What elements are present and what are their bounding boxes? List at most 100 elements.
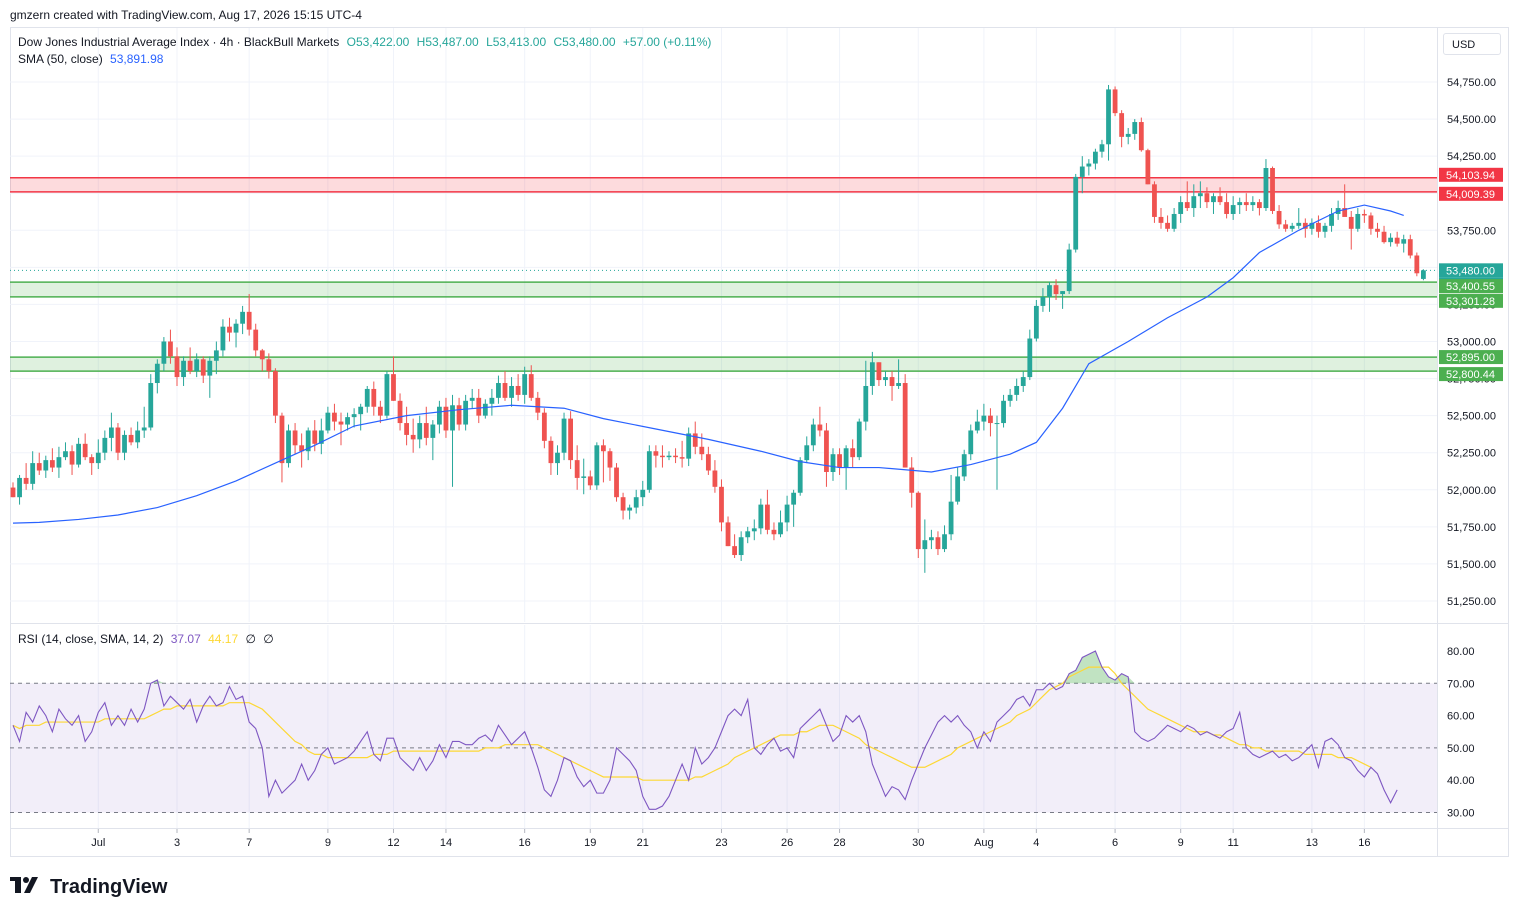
currency-selector[interactable]: USD xyxy=(1443,33,1501,55)
rsi-tick-label: 40.00 xyxy=(1447,775,1475,787)
candle-body xyxy=(1375,228,1380,232)
candle-body xyxy=(305,430,311,452)
rsi-tick-label: 50.00 xyxy=(1447,743,1475,755)
candle-body xyxy=(935,537,941,550)
candle-body xyxy=(1007,394,1013,401)
candle-body xyxy=(227,326,232,333)
support-level-label-bg xyxy=(1439,350,1503,365)
candle-body xyxy=(1230,205,1236,214)
candle-body xyxy=(168,341,173,357)
candle-body xyxy=(286,430,291,464)
candle-body xyxy=(1112,89,1118,114)
rsi-legend[interactable]: RSI (14, close, SMA, 14, 2) 37.07 44.17 … xyxy=(18,632,278,646)
candle-body xyxy=(948,501,954,535)
candle-body xyxy=(345,417,350,425)
candle-body xyxy=(200,359,206,376)
price-tick-label: 52,000.00 xyxy=(1447,485,1496,497)
candle-body xyxy=(443,406,449,431)
time-tick-label: 21 xyxy=(637,837,649,849)
chart-frame xyxy=(10,27,1509,857)
candle-body xyxy=(391,374,396,401)
price-tick-label: 53,750.00 xyxy=(1447,225,1496,237)
candle-body xyxy=(1302,222,1308,229)
candle-body xyxy=(968,430,974,455)
candle-body xyxy=(725,522,731,547)
candle-body xyxy=(240,311,245,324)
candle-body xyxy=(76,443,81,465)
candle-body xyxy=(1132,122,1138,134)
time-tick-label: 11 xyxy=(1227,837,1238,849)
price-tick-label: 52,500.00 xyxy=(1447,411,1496,423)
candle-body xyxy=(653,451,659,456)
candle-body xyxy=(1014,385,1020,395)
sma-line xyxy=(12,204,1404,524)
candle-body xyxy=(1178,202,1184,214)
price-legend: Dow Jones Industrial Average Index · 4h … xyxy=(18,35,715,49)
candle-body xyxy=(974,421,980,431)
rsi-sma-value: 44.17 xyxy=(208,632,239,646)
candle-body xyxy=(1421,270,1426,279)
candle-body xyxy=(371,388,377,407)
candle-body xyxy=(1145,150,1151,185)
candle-body xyxy=(476,397,482,416)
candle-body xyxy=(528,374,534,398)
candle-body xyxy=(384,374,390,416)
candle-body xyxy=(1001,400,1006,424)
candle-body xyxy=(1401,239,1407,244)
candle-body xyxy=(561,418,567,453)
candle-body xyxy=(568,418,573,461)
ohlc-change: +57.00 (+0.11%) xyxy=(622,35,712,49)
candle-body xyxy=(640,489,646,498)
time-tick-label: Jul xyxy=(91,837,105,849)
candle-body xyxy=(351,414,357,418)
candle-body xyxy=(607,451,613,468)
candle-body xyxy=(187,360,193,372)
resistance-level-label-bg xyxy=(1439,186,1503,201)
candle-body xyxy=(876,362,882,381)
candle-body xyxy=(292,430,298,446)
candle-body xyxy=(1414,255,1420,274)
candle-body xyxy=(856,421,862,458)
price-tick-label: 54,750.00 xyxy=(1447,77,1496,89)
tradingview-logo[interactable]: TradingView xyxy=(10,876,167,899)
candle-body xyxy=(509,385,514,398)
candle-body xyxy=(869,362,875,386)
support-level-label: 52,895.00 xyxy=(1446,352,1495,364)
candle-body xyxy=(410,434,416,440)
candle-body xyxy=(627,507,633,511)
candle-body xyxy=(810,424,816,446)
sma-legend[interactable]: SMA (50, close) 53,891.98 xyxy=(18,52,167,66)
candle-body xyxy=(751,528,757,532)
rsi-tick-label: 70.00 xyxy=(1447,678,1475,690)
candle-body xyxy=(332,412,337,422)
candle-body xyxy=(1342,208,1348,217)
rsi-label: RSI (14, close, SMA, 14, 2) xyxy=(18,632,164,646)
candle-body xyxy=(10,487,16,498)
candle-body xyxy=(128,434,134,443)
support-level-label-bg xyxy=(1439,367,1503,382)
candle-body xyxy=(929,537,934,541)
candle-body xyxy=(581,476,587,478)
candle-body xyxy=(423,423,429,438)
sma-value: 53,891.98 xyxy=(110,52,164,66)
candle-body xyxy=(194,359,200,372)
candle-body xyxy=(417,423,423,440)
candle-body xyxy=(804,445,810,461)
time-tick-label: 3 xyxy=(174,837,180,849)
candle-body xyxy=(660,455,665,458)
candle-body xyxy=(1270,168,1275,212)
candle-body xyxy=(299,445,305,452)
candle-body xyxy=(1073,176,1079,250)
candle-body xyxy=(1204,193,1210,203)
candle-body xyxy=(837,454,842,468)
candle-body xyxy=(850,448,856,458)
candle-body xyxy=(863,385,869,422)
candle-body xyxy=(679,457,685,459)
symbol-title[interactable]: Dow Jones Industrial Average Index · 4h … xyxy=(18,35,340,49)
candle-body xyxy=(1322,225,1328,232)
candle-body xyxy=(1138,122,1144,151)
candle-body xyxy=(95,452,101,464)
candle-body xyxy=(233,323,239,333)
candle-body xyxy=(712,470,718,487)
